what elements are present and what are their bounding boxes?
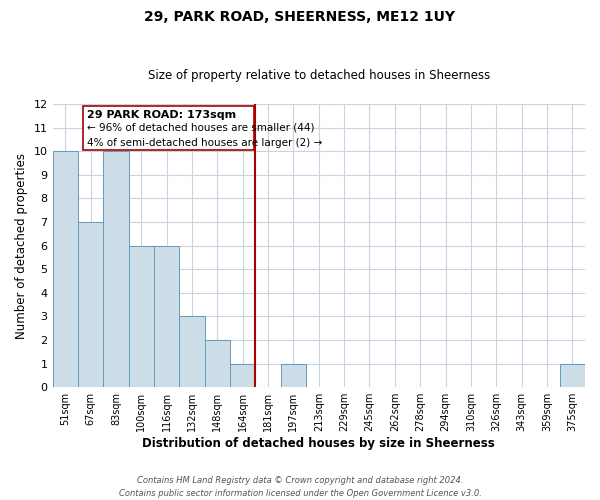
Text: 29, PARK ROAD, SHEERNESS, ME12 1UY: 29, PARK ROAD, SHEERNESS, ME12 1UY bbox=[145, 10, 455, 24]
Bar bbox=[205, 340, 230, 387]
FancyBboxPatch shape bbox=[83, 106, 254, 150]
Bar bbox=[281, 364, 306, 387]
Bar bbox=[560, 364, 585, 387]
Text: ← 96% of detached houses are smaller (44): ← 96% of detached houses are smaller (44… bbox=[87, 123, 314, 133]
X-axis label: Distribution of detached houses by size in Sheerness: Distribution of detached houses by size … bbox=[142, 437, 495, 450]
Bar bbox=[154, 246, 179, 387]
Text: 4% of semi-detached houses are larger (2) →: 4% of semi-detached houses are larger (2… bbox=[87, 138, 322, 147]
Y-axis label: Number of detached properties: Number of detached properties bbox=[15, 152, 28, 338]
Bar bbox=[78, 222, 103, 387]
Title: Size of property relative to detached houses in Sheerness: Size of property relative to detached ho… bbox=[148, 69, 490, 82]
Bar bbox=[230, 364, 256, 387]
Text: 29 PARK ROAD: 173sqm: 29 PARK ROAD: 173sqm bbox=[87, 110, 236, 120]
Text: Contains HM Land Registry data © Crown copyright and database right 2024.
Contai: Contains HM Land Registry data © Crown c… bbox=[119, 476, 481, 498]
Bar bbox=[179, 316, 205, 387]
Bar bbox=[128, 246, 154, 387]
Bar bbox=[53, 151, 78, 387]
Bar bbox=[103, 151, 128, 387]
